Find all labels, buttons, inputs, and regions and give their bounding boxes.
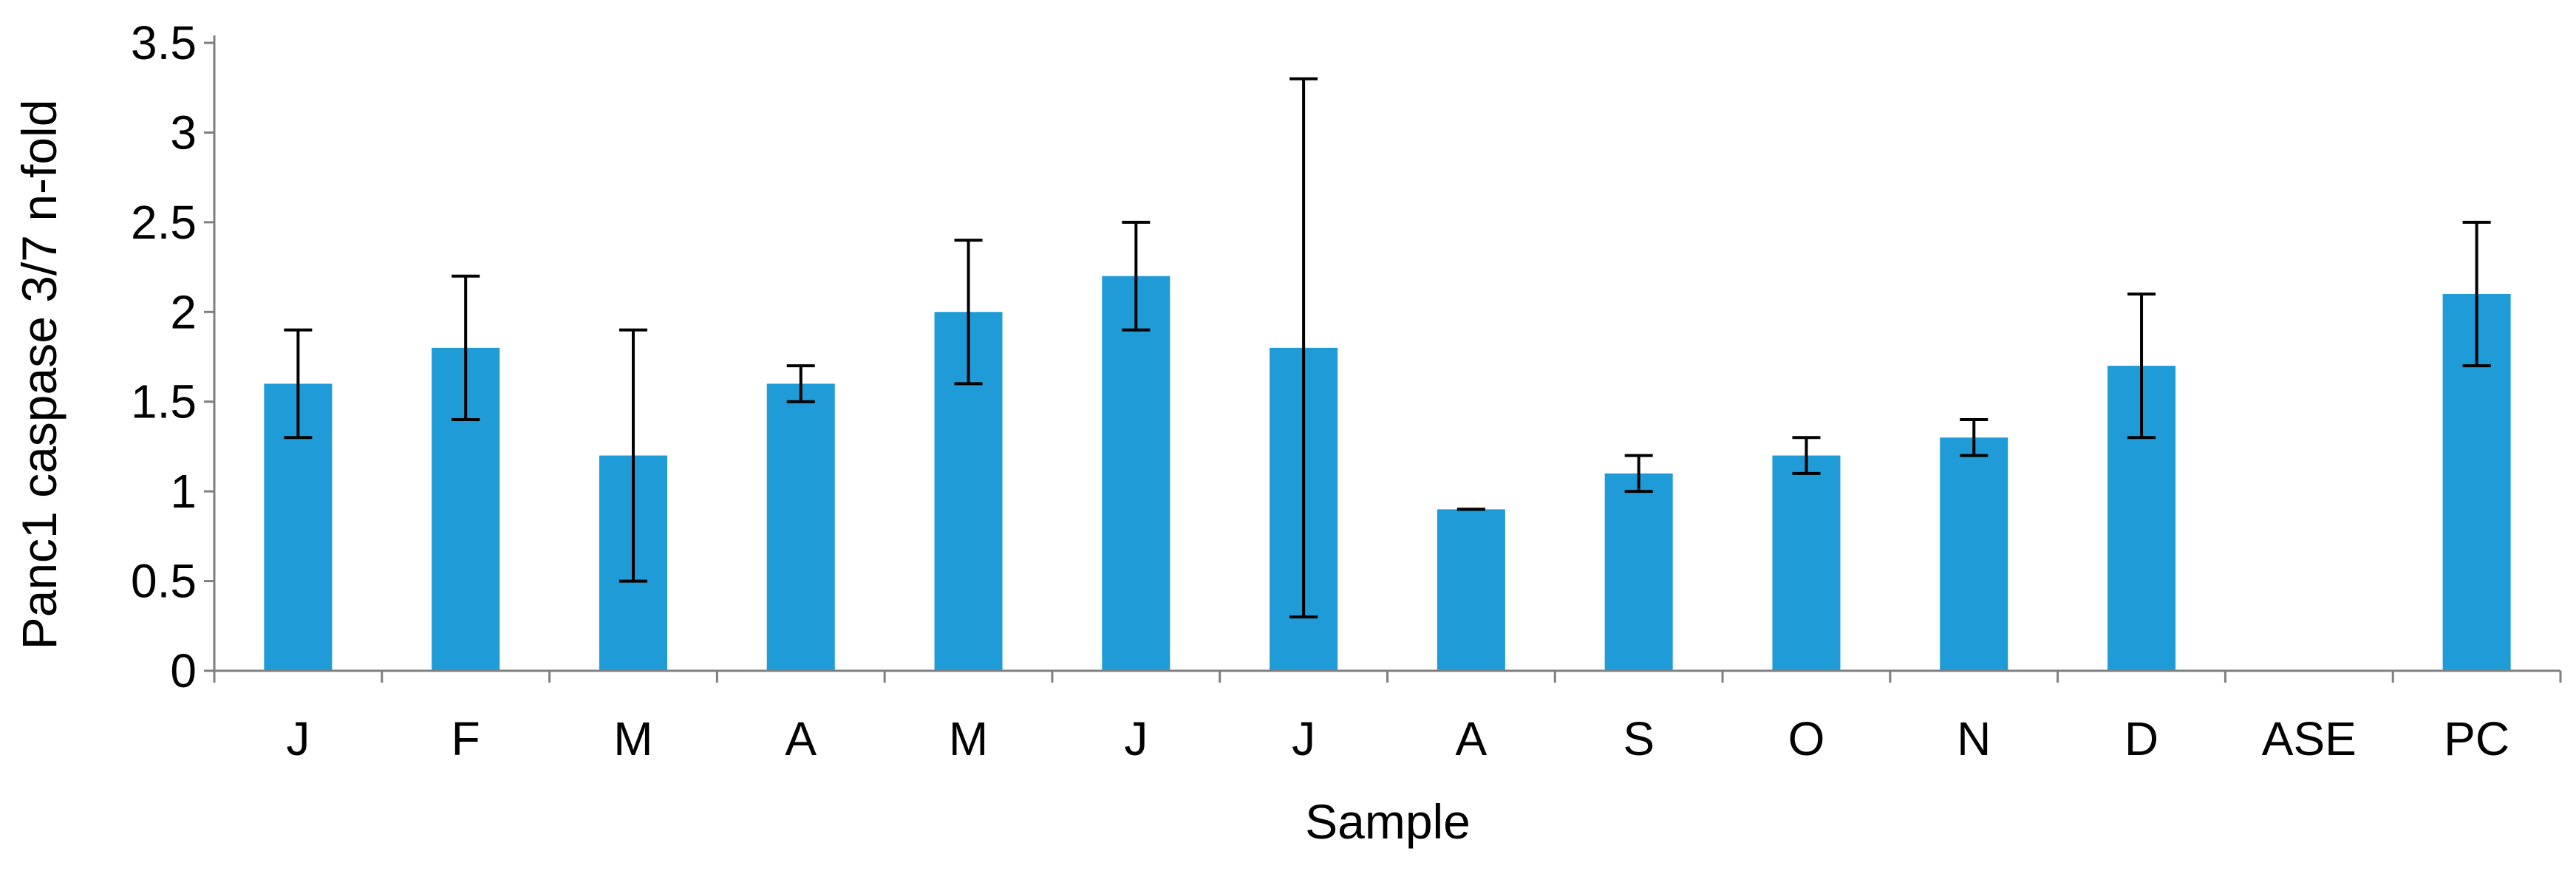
y-tick-label: 1	[170, 465, 197, 518]
x-tick-label: J	[286, 712, 310, 765]
bar	[1772, 455, 1841, 671]
x-tick-label: PC	[2444, 712, 2509, 765]
x-axis-title: Sample	[1305, 794, 1471, 849]
bar	[1604, 473, 1673, 671]
axes-group	[213, 35, 2562, 683]
x-tick-label: F	[452, 712, 480, 765]
y-tick-label: 1.5	[131, 375, 197, 428]
y-tick-label: 3	[170, 106, 197, 159]
x-tick-label: A	[785, 712, 817, 765]
bars-group	[264, 276, 2511, 671]
x-tick-label: O	[1788, 712, 1825, 765]
y-axis-title: Panc1 caspase 3/7 n-fold	[12, 100, 67, 650]
x-tick-label: J	[1292, 712, 1315, 765]
bar	[1437, 509, 1505, 671]
x-tick-label: S	[1623, 712, 1655, 765]
x-tick-label: D	[2124, 712, 2158, 765]
x-tick-label: ASE	[2262, 712, 2357, 765]
bar	[1940, 437, 2008, 671]
y-axis-ticks: 0 0.5 1 1.5 2 2.5 3 3.5	[131, 16, 214, 697]
x-tick-label: N	[1957, 712, 1991, 765]
y-tick-label: 3.5	[131, 16, 197, 69]
y-tick-label: 0	[170, 644, 197, 697]
bar	[1102, 276, 1171, 671]
x-tick-label: A	[1456, 712, 1488, 765]
x-tick-label: M	[949, 712, 988, 765]
x-tick-label: J	[1124, 712, 1148, 765]
bar	[766, 383, 835, 671]
x-axis-tick-labels: J F M A M J J A S O N D ASE PC	[286, 712, 2509, 765]
x-tick-label: M	[613, 712, 652, 765]
y-tick-label: 2	[170, 285, 197, 338]
error-bars-group	[284, 77, 2491, 619]
y-tick-label: 0.5	[131, 555, 197, 608]
y-tick-label: 2.5	[131, 196, 197, 249]
